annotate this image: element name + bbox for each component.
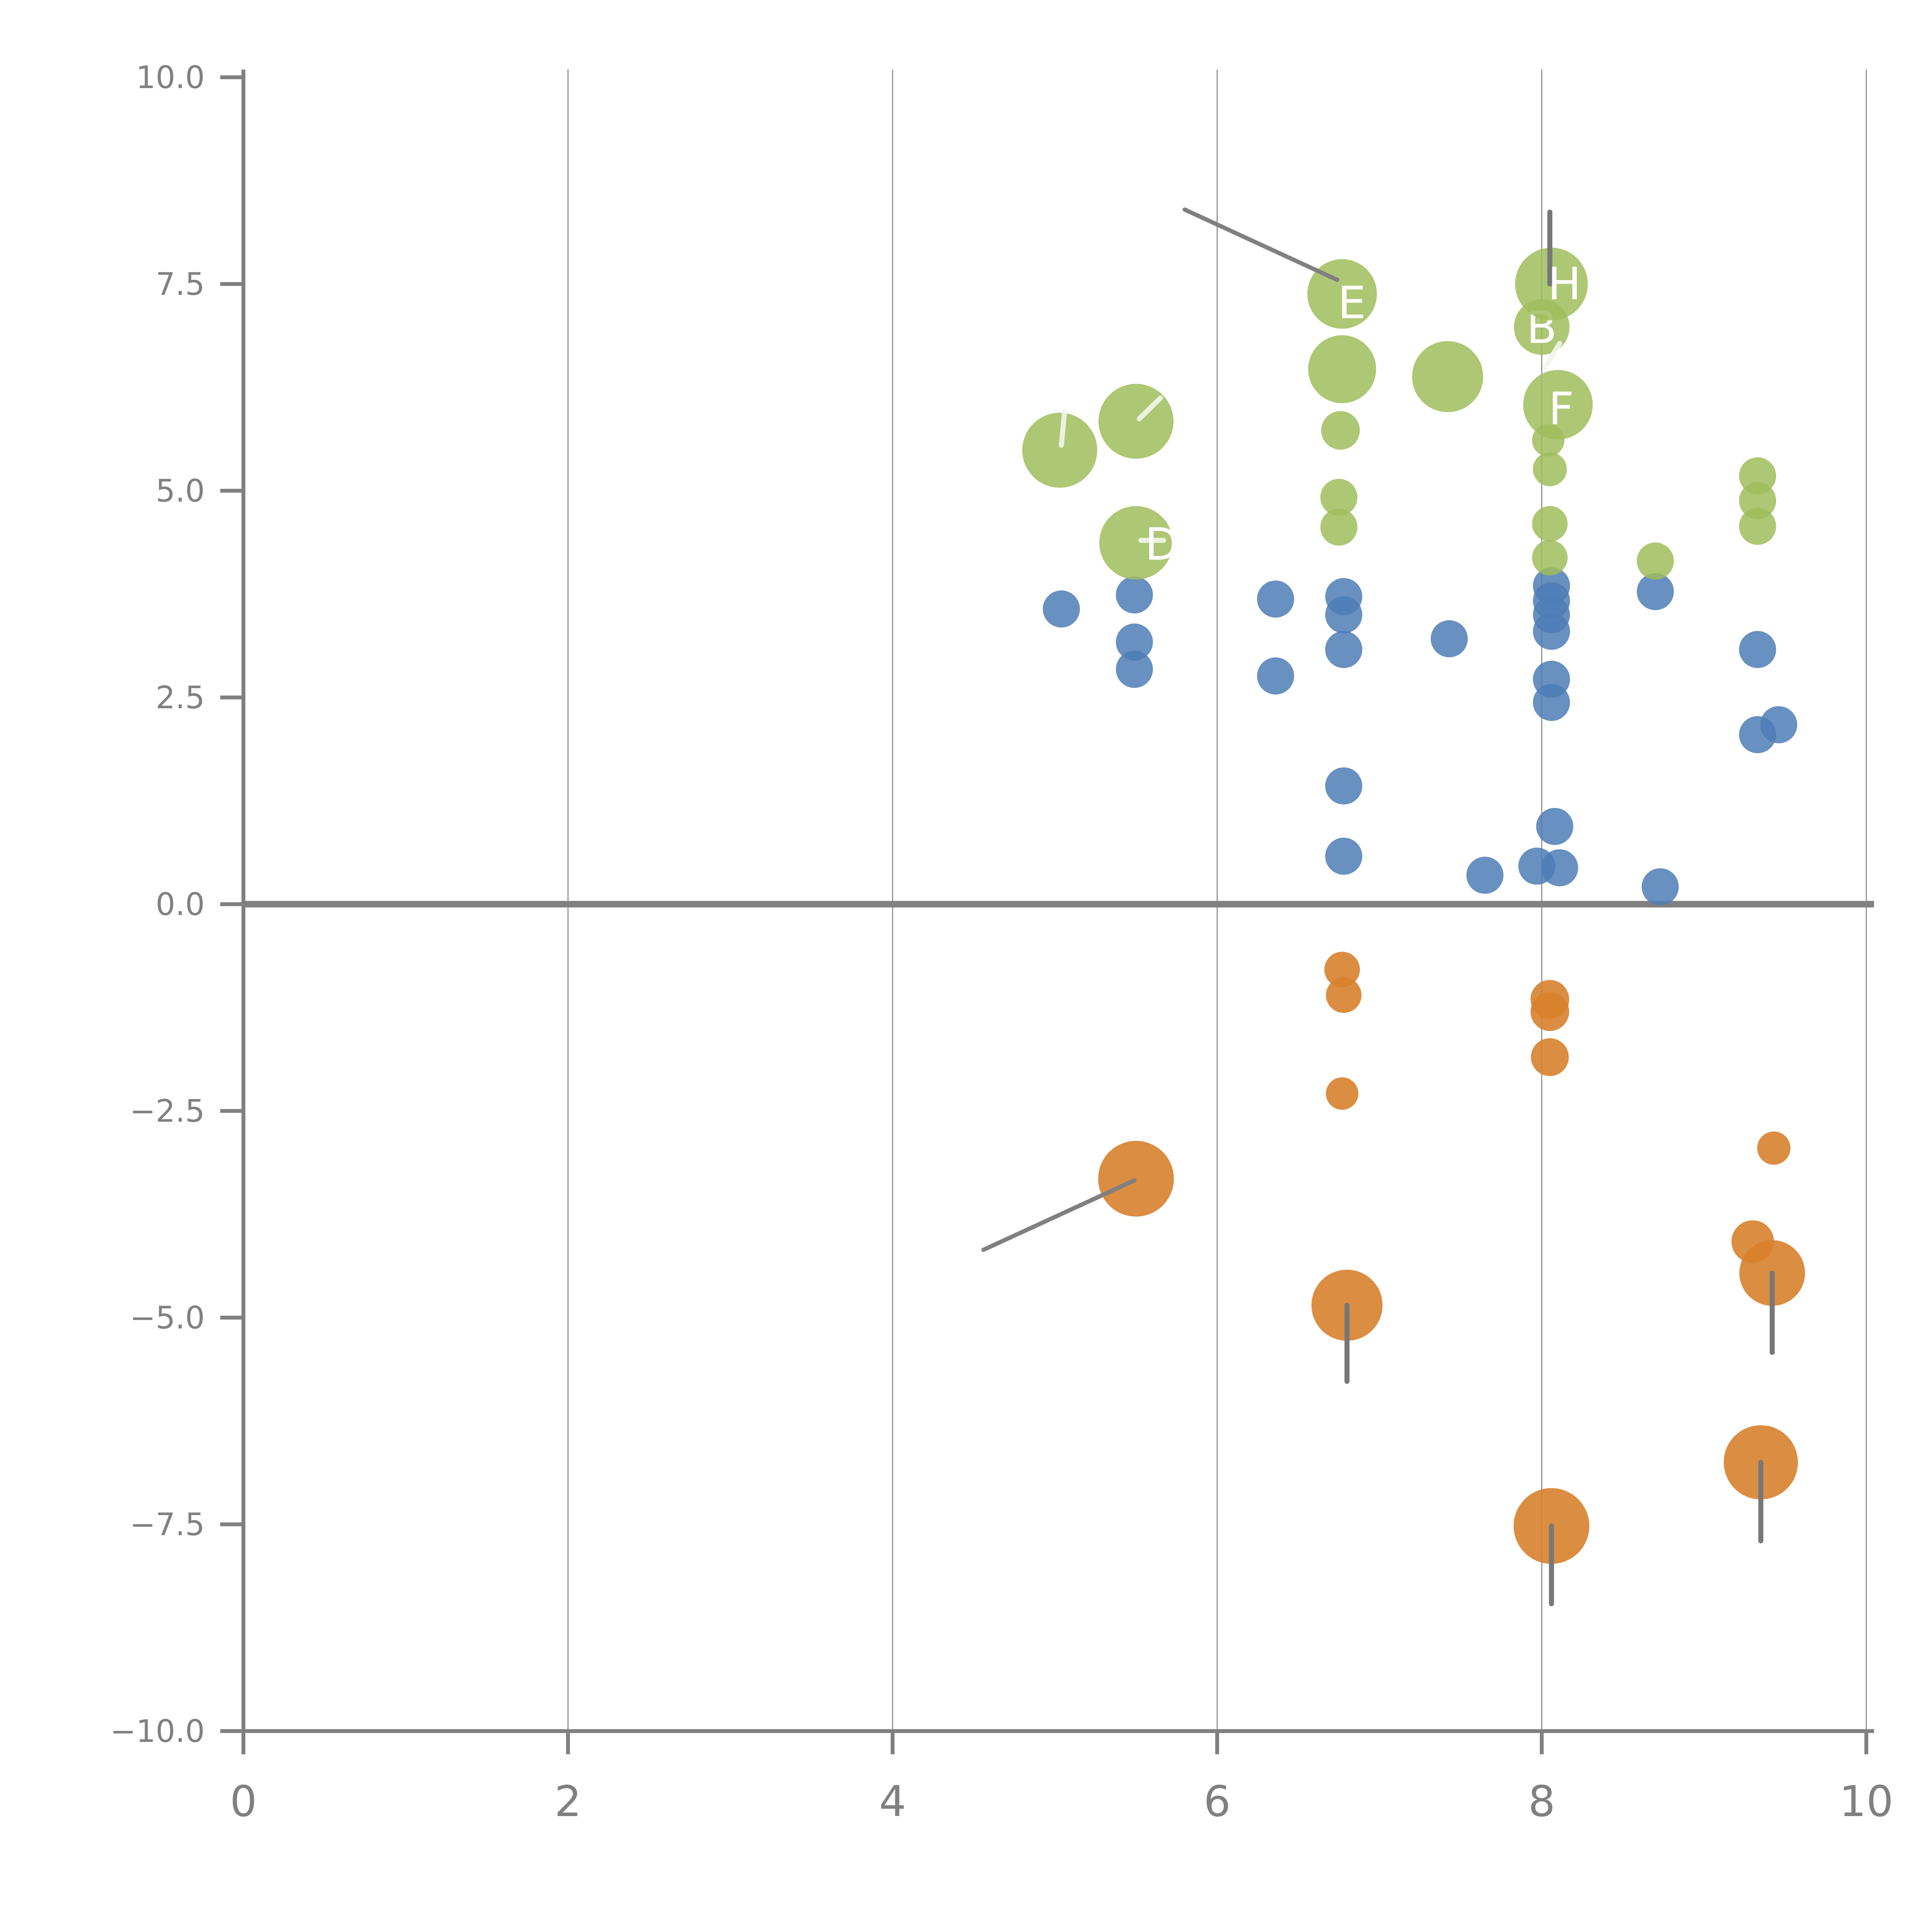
x-tick-label: 10 — [1839, 1777, 1893, 1826]
point-label-D: D — [1145, 519, 1179, 570]
data-point-green — [1533, 452, 1567, 486]
data-point-blue — [1641, 868, 1679, 906]
data-point-green — [1022, 413, 1097, 488]
point-label-E: E — [1338, 277, 1366, 329]
data-point-orange — [1324, 952, 1360, 988]
label-leader-line — [1542, 341, 1562, 370]
y-tick-label: −5.0 — [130, 1300, 205, 1336]
x-tick-label: 8 — [1528, 1777, 1555, 1826]
y-tick-label: −10.0 — [110, 1713, 205, 1749]
y-tick-label: 10.0 — [136, 60, 205, 95]
data-point-blue — [1760, 706, 1798, 743]
y-tick-label: −2.5 — [130, 1093, 205, 1129]
y-tick-label: 5.0 — [156, 473, 205, 509]
data-point-blue — [1466, 857, 1503, 894]
data-point-blue — [1116, 576, 1153, 614]
data-point-green — [1532, 424, 1565, 457]
data-point-blue — [1533, 684, 1570, 721]
data-point-blue — [1325, 631, 1362, 668]
data-point-blue — [1637, 573, 1674, 611]
data-point-green — [1099, 506, 1173, 580]
y-tick-label: 0.0 — [156, 886, 205, 922]
data-point-blue — [1533, 612, 1570, 650]
data-point-orange — [1326, 1077, 1359, 1110]
data-point-green — [1637, 542, 1674, 580]
data-point-green — [1739, 508, 1776, 545]
data-point-blue — [1536, 808, 1573, 845]
data-point-green — [1532, 506, 1568, 542]
data-point-blue — [1325, 767, 1362, 804]
data-point-orange — [1531, 992, 1569, 1031]
data-point-green — [1532, 540, 1568, 576]
data-point-blue — [1541, 849, 1578, 886]
data-point-blue — [1257, 580, 1294, 618]
data-point-green — [1307, 259, 1377, 329]
data-point-blue — [1739, 631, 1776, 668]
data-point-green — [1320, 509, 1358, 546]
data-point-orange — [1098, 1141, 1174, 1217]
data-point-blue — [1257, 657, 1294, 695]
data-point-blue — [1430, 620, 1468, 658]
label-leader-line — [1059, 409, 1067, 448]
data-point-blue — [1116, 623, 1153, 661]
data-point-blue — [1043, 590, 1080, 628]
data-point-blue — [1116, 651, 1153, 688]
data-point-green — [1321, 411, 1360, 450]
y-tick-label: 7.5 — [156, 266, 205, 302]
data-point-green — [1412, 341, 1483, 412]
label-leader-line — [1136, 395, 1163, 422]
x-tick-label: 6 — [1204, 1777, 1231, 1826]
data-point-orange — [1757, 1131, 1791, 1165]
leader-line — [1182, 207, 1340, 282]
data-point-blue — [1325, 596, 1362, 634]
data-point-green — [1099, 384, 1173, 459]
data-point-green — [1308, 335, 1376, 403]
x-tick-label: 4 — [879, 1777, 906, 1826]
data-point-orange — [1531, 1038, 1569, 1076]
data-point-green — [1523, 370, 1593, 440]
x-tick-label: 0 — [230, 1777, 257, 1826]
data-point-green — [1739, 482, 1776, 519]
point-label-H: H — [1548, 258, 1581, 310]
x-tick-label: 2 — [554, 1777, 582, 1826]
y-tick-label: −7.5 — [130, 1507, 205, 1543]
data-point-blue — [1325, 837, 1362, 875]
y-tick-label: 2.5 — [156, 680, 205, 716]
point-label-F: F — [1548, 383, 1574, 435]
data-point-green — [1320, 479, 1358, 516]
data-point-orange — [1326, 977, 1362, 1013]
leader-line — [981, 1178, 1137, 1252]
